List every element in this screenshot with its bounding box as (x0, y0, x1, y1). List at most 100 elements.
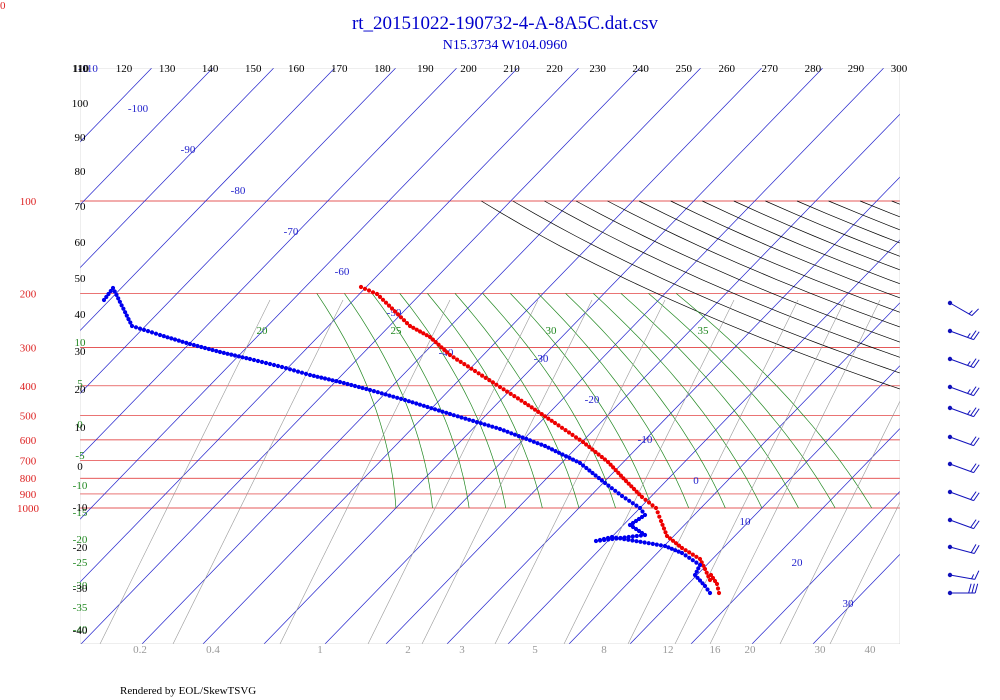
theta-label: 110 (73, 63, 90, 75)
temperature-point (522, 400, 528, 406)
temperature-point (472, 368, 478, 374)
dewpoint-point (602, 480, 608, 486)
dewpoint-point (133, 325, 139, 330)
temperature-point (501, 387, 506, 392)
wind-barb (947, 300, 979, 317)
wind-barb (947, 384, 980, 397)
temperature-point (512, 394, 517, 399)
dewpoint-point (244, 356, 249, 361)
dry-adiabat-line (575, 200, 900, 343)
dewpoint-point (184, 340, 189, 345)
theta-e-label: 30 (546, 325, 558, 337)
left-green-label: -25 (73, 557, 88, 569)
dry-adiabat-line (986, 201, 1000, 515)
dewpoint-point (581, 463, 586, 468)
wind-barb-staff (949, 519, 974, 530)
dewpoint-point (379, 391, 384, 396)
dewpoint-point (570, 457, 576, 462)
temperature-point (411, 325, 416, 330)
dewpoint-point (101, 297, 107, 303)
wind-barb-staff (949, 407, 974, 418)
dewpoint-point (229, 352, 234, 357)
left-green-label: 10 (75, 337, 87, 349)
left-green-label: 0 (77, 419, 83, 431)
dewpoint-point (410, 400, 415, 405)
temperature-point (483, 375, 488, 380)
mixing-ratio-label: 8 (601, 644, 607, 656)
pressure-label: 700 (20, 455, 37, 467)
dewpoint-point (311, 373, 316, 378)
dewpoint-point (707, 590, 713, 596)
dewpoint-point (114, 292, 119, 297)
theta-e-label: 35 (698, 325, 710, 337)
theta-label: 230 (589, 63, 606, 75)
theta-label: 220 (546, 63, 563, 75)
dewpoint-point (375, 390, 380, 395)
left-black-label: 70 (75, 201, 87, 213)
moist-adiabat-line (371, 293, 470, 509)
temperature-point (587, 444, 592, 450)
dewpoint-point (642, 512, 648, 518)
mixing-ratio-line (779, 400, 900, 644)
temperature-point (697, 556, 703, 562)
wind-barb-staff (949, 386, 974, 397)
dewpoint-point (356, 384, 361, 390)
dewpoint-point (574, 459, 579, 464)
moist-adiabat-line (454, 293, 580, 509)
isotherm-line (629, 365, 900, 644)
dewpoint-point (106, 291, 111, 297)
moist-adiabat-line (510, 293, 653, 509)
temperature-point (398, 315, 404, 320)
wind-barb-staff (949, 436, 974, 447)
dewpoint-point (121, 306, 126, 311)
dewpoint-point (206, 346, 211, 352)
temperature-point (715, 586, 721, 591)
isotherm-line (141, 68, 701, 644)
temperature-point (676, 543, 682, 548)
isotherm-label: -80 (231, 185, 246, 197)
temperature-point (616, 470, 621, 475)
theta-label: 190 (417, 63, 434, 75)
dewpoint-point (482, 422, 487, 427)
wind-barb (947, 544, 980, 555)
theta-label: 170 (331, 63, 348, 75)
wind-barb-flag (971, 574, 975, 580)
dry-adiabat-line (512, 200, 900, 374)
dewpoint-point (283, 366, 289, 371)
dewpoint-point (650, 541, 655, 547)
temperature-point (404, 321, 410, 326)
moist-adiabat-line (537, 293, 690, 509)
temperature-point (670, 538, 676, 543)
wind-barb (947, 489, 980, 502)
dewpoint-point (705, 587, 710, 592)
theta-label: 250 (675, 63, 692, 75)
dewpoint-point (700, 581, 705, 586)
temperature-point (447, 352, 453, 358)
temperature-point (433, 340, 438, 345)
temperature-point (623, 478, 629, 484)
wind-barb-flag (967, 410, 971, 415)
dewpoint-point (210, 347, 215, 353)
mixing-ratio-label: 1 (317, 644, 323, 656)
dewpoint-point (593, 473, 598, 478)
dewpoint-point (630, 524, 636, 530)
temperature-point (639, 494, 645, 500)
dewpoint-point (556, 450, 562, 455)
left-green-label: -10 (73, 480, 88, 492)
left-black-label: 100 (72, 98, 89, 110)
dewpoint-point (263, 360, 269, 366)
dewpoint-point (702, 583, 708, 589)
dewpoint-point (383, 392, 388, 397)
sounding-traces (101, 284, 722, 596)
dewpoint-point (587, 468, 592, 473)
isotherm-line (324, 68, 884, 644)
dewpoint-point (247, 356, 253, 362)
dewpoint-point (255, 358, 261, 364)
dewpoint-point (609, 486, 614, 491)
dewpoint-point (640, 509, 645, 514)
dewpoint-point (633, 526, 639, 532)
dewpoint-point (214, 348, 219, 354)
temperature-point (566, 430, 572, 435)
dewpoint-point (447, 411, 453, 417)
dewpoint-point (467, 417, 472, 422)
